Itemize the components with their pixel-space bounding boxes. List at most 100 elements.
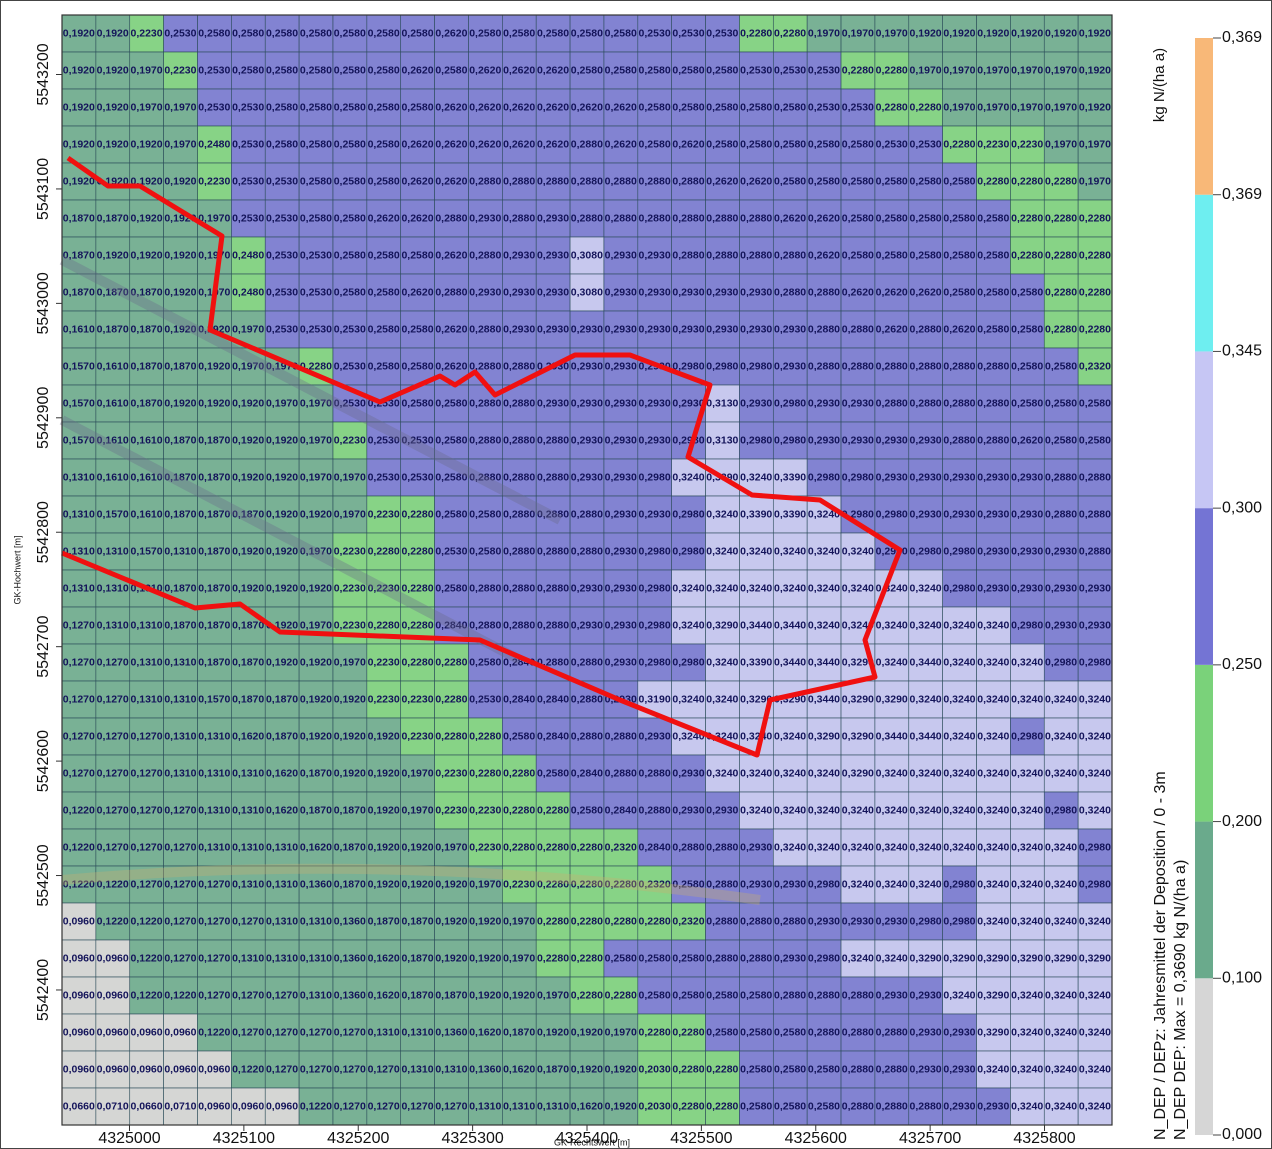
- cell-value: 0,2580: [706, 1026, 738, 1038]
- cell-value: 0,2930: [503, 323, 535, 335]
- cell-value: 0,2930: [876, 989, 908, 1001]
- cell-value: 0,2580: [334, 249, 366, 261]
- cell-value: 0,3240: [740, 767, 772, 779]
- cell-value: 0,2980: [808, 471, 840, 483]
- cell-value: 0,1920: [97, 138, 129, 150]
- x-tick-label: 4325300: [441, 1130, 503, 1147]
- cell-value: 0,2930: [977, 508, 1009, 520]
- cell-value: 0,3240: [842, 878, 874, 890]
- cell-value: 0,2280: [401, 545, 433, 557]
- cell-value: 0,1310: [266, 915, 298, 927]
- cell-value: 0,1920: [368, 804, 400, 816]
- cell-value: 0,2930: [503, 286, 535, 298]
- cell-value: 0,2280: [571, 989, 603, 1001]
- cell-value: 0,1270: [164, 841, 196, 853]
- cell-value: 0,3240: [1045, 1026, 1077, 1038]
- cell-value: 0,0960: [97, 952, 129, 964]
- cell-value: 0,1970: [943, 64, 975, 76]
- cell-value: 0,2880: [571, 138, 603, 150]
- cell-value: 0,1310: [232, 952, 264, 964]
- cell-value: 0,1270: [63, 767, 95, 779]
- cell-value: 0,1310: [164, 693, 196, 705]
- cell-value: 0,2280: [672, 1100, 704, 1112]
- cell-value: 0,2980: [672, 656, 704, 668]
- cell-value: 0,2930: [808, 915, 840, 927]
- y-tick-label: 5542800: [35, 501, 52, 563]
- cell-value: 0,1270: [97, 730, 129, 742]
- cell-value: 0,2580: [842, 249, 874, 261]
- cell-value: 0,2530: [910, 138, 942, 150]
- cell-value: 0,2280: [639, 915, 671, 927]
- cell-value: 0,2880: [639, 212, 671, 224]
- cell-value: 0,1870: [198, 582, 230, 594]
- cell-value: 0,2530: [300, 249, 332, 261]
- cell-value: 0,1870: [164, 508, 196, 520]
- cell-value: 0,2530: [706, 27, 738, 39]
- cell-value: 0,2280: [1045, 249, 1077, 261]
- cell-value: 0,2930: [1045, 545, 1077, 557]
- cell-value: 0,3240: [943, 989, 975, 1001]
- cell-value: 0,3240: [774, 841, 806, 853]
- cell-value: 0,3240: [808, 619, 840, 631]
- cell-value: 0,1270: [334, 1100, 366, 1112]
- cell-value: 0,2580: [503, 730, 535, 742]
- cell-value: 0,3240: [740, 545, 772, 557]
- cell-value: 0,2280: [537, 915, 569, 927]
- cell-value: 0,2980: [910, 915, 942, 927]
- cell-value: 0,1310: [164, 545, 196, 557]
- cell-value: 0,2620: [435, 138, 467, 150]
- cell-value: 0,1870: [401, 915, 433, 927]
- cell-value: 0,1310: [97, 582, 129, 594]
- cell-value: 0,2930: [571, 434, 603, 446]
- cell-value: 0,1570: [63, 397, 95, 409]
- cell-value: 0,2980: [943, 915, 975, 927]
- cell-value: 0,3240: [910, 878, 942, 890]
- cell-value: 0,1220: [130, 952, 162, 964]
- cell-value: 0,2930: [537, 286, 569, 298]
- cell-value: 0,2880: [503, 545, 535, 557]
- cell-value: 0,0960: [198, 1063, 230, 1075]
- cell-value: 0,1870: [130, 323, 162, 335]
- cell-value: 0,1270: [130, 767, 162, 779]
- cell-value: 0,2580: [740, 1026, 772, 1038]
- cell-value: 0,2230: [401, 693, 433, 705]
- cell-value: 0,1970: [198, 249, 230, 261]
- cell-value: 0,2880: [672, 841, 704, 853]
- cell-value: 0,3240: [1011, 1026, 1043, 1038]
- cell-value: 0,0960: [164, 1026, 196, 1038]
- cell-value: 0,1970: [401, 804, 433, 816]
- cell-value: 0,2230: [401, 730, 433, 742]
- cell-value: 0,1920: [503, 989, 535, 1001]
- cell-value: 0,2880: [1045, 471, 1077, 483]
- cell-value: 0,2580: [1011, 323, 1043, 335]
- cell-value: 0,2280: [401, 508, 433, 520]
- cell-value: 0,2620: [537, 101, 569, 113]
- cell-value: 0,2530: [334, 323, 366, 335]
- cell-value: 0,1310: [300, 989, 332, 1001]
- cell-value: 0,2880: [706, 249, 738, 261]
- cell-value: 0,1220: [164, 989, 196, 1001]
- cell-value: 0,2980: [1045, 804, 1077, 816]
- cell-value: 0,1970: [943, 101, 975, 113]
- cell-value: 0,2580: [435, 434, 467, 446]
- cell-value: 0,2620: [876, 323, 908, 335]
- cell-value: 0,2620: [435, 27, 467, 39]
- cell-value: 0,1220: [130, 989, 162, 1001]
- cell-value: 0,2580: [774, 175, 806, 187]
- cell-value: 0,2930: [740, 397, 772, 409]
- cell-value: 0,2580: [334, 286, 366, 298]
- cell-value: 0,1920: [232, 397, 264, 409]
- cell-value: 0,2530: [266, 212, 298, 224]
- cell-value: 0,2580: [368, 175, 400, 187]
- cell-value: 0,2880: [842, 1100, 874, 1112]
- cell-value: 0,1970: [164, 101, 196, 113]
- cell-value: 0,2580: [368, 323, 400, 335]
- cell-value: 0,2980: [1079, 656, 1111, 668]
- cell-value: 0,2930: [672, 804, 704, 816]
- cell-value: 0,1270: [334, 1026, 366, 1038]
- cell-value: 0,1220: [300, 1100, 332, 1112]
- y-tick-label: 5542400: [35, 959, 52, 1021]
- cell-value: 0,1870: [334, 878, 366, 890]
- cell-value: 0,1870: [334, 804, 366, 816]
- cell-value: 0,2880: [469, 175, 501, 187]
